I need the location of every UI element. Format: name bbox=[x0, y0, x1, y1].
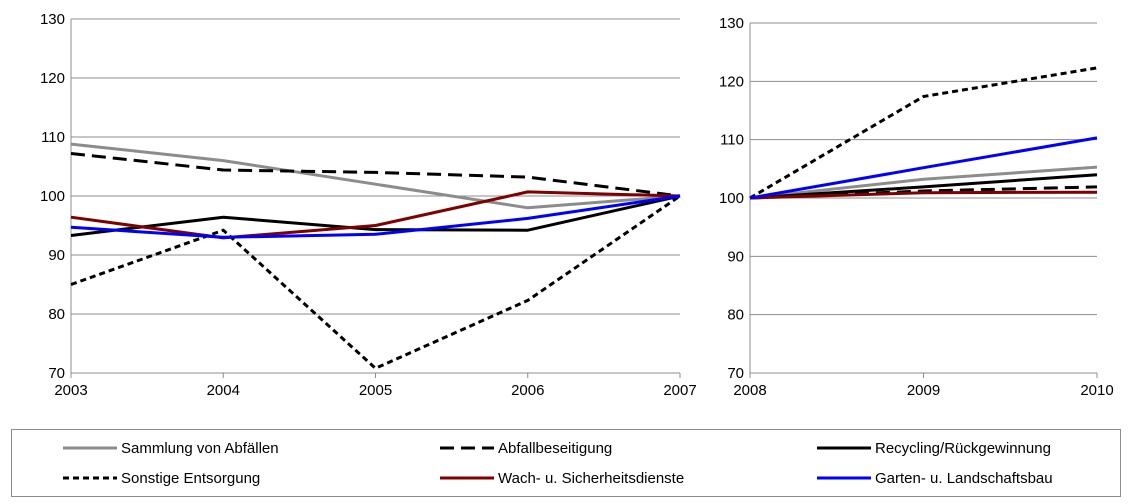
x-tick-label: 2004 bbox=[207, 382, 240, 399]
y-tick-label: 120 bbox=[719, 73, 744, 90]
legend-label-sonstige: Sonstige Entsorgung bbox=[121, 469, 261, 487]
legend-label-recycling: Recycling/Rückgewinnung bbox=[875, 439, 1051, 457]
legend-swatch-sammlung bbox=[63, 446, 117, 450]
series-line-wach-u-sicherheitsdienste bbox=[70, 190, 681, 240]
x-tick-label: 2009 bbox=[907, 382, 940, 399]
legend-item-sammlung: Sammlung von Abfällen bbox=[62, 438, 279, 458]
legend-item-sonstige: Sonstige Entsorgung bbox=[62, 468, 260, 488]
y-tick-label: 130 bbox=[719, 15, 744, 32]
y-tick-label: 70 bbox=[727, 365, 744, 382]
chart-panel-2: 70 80 90 100 110 120 130 2008 2009 2010 bbox=[719, 15, 1114, 399]
y-tick-label: 70 bbox=[48, 365, 65, 382]
x-tick-label: 2006 bbox=[511, 382, 544, 399]
series-line-abfallbeseitigung bbox=[70, 152, 681, 198]
y-tick-label: 110 bbox=[41, 129, 65, 146]
legend-swatch-sonstige bbox=[63, 476, 117, 480]
legend-item-wachdienste: Wach- u. Sicherheitsdienste bbox=[439, 468, 684, 488]
series-line-sonstige-entsorgung bbox=[749, 66, 1098, 200]
x-tick-label: 2003 bbox=[54, 382, 87, 399]
legend-label-gartenbau: Garten- u. Landschaftsbau bbox=[875, 469, 1053, 487]
x-tick-label: 2007 bbox=[663, 382, 696, 399]
series-line-garten-u-landschaftsbau bbox=[749, 136, 1098, 200]
y-tick-label: 100 bbox=[719, 190, 744, 207]
x-tick-label: 2010 bbox=[1080, 382, 1113, 399]
legend: Sammlung von Abfällen Abfallbeseitigung … bbox=[11, 429, 1121, 497]
series-line-recycling-r-ckgewinnung bbox=[70, 194, 681, 237]
chart-panel-1: 70 80 90 100 110 120 130 2003 2004 2005 2006 2007 bbox=[40, 11, 697, 399]
y-tick-label: 90 bbox=[727, 248, 744, 265]
series-line-sammlung-von-abf-llen bbox=[749, 165, 1098, 200]
x-tick-label: 2005 bbox=[359, 382, 392, 399]
legend-label-sammlung: Sammlung von Abfällen bbox=[121, 439, 279, 457]
legend-label-abfallbeseitigung: Abfallbeseitigung bbox=[498, 439, 613, 457]
y-tick-label: 100 bbox=[40, 188, 65, 205]
legend-item-recycling: Recycling/Rückgewinnung bbox=[816, 438, 1051, 458]
series-line-sonstige-entsorgung bbox=[70, 194, 681, 370]
series-line-garten-u-landschaftsbau bbox=[70, 194, 681, 239]
series-line-wach-u-sicherheitsdienste bbox=[749, 190, 1098, 200]
y-tick-label: 90 bbox=[48, 247, 65, 264]
legend-swatch-recycling bbox=[817, 446, 871, 450]
y-tick-label: 80 bbox=[48, 306, 65, 323]
legend-swatch-abfallbeseitigung bbox=[440, 446, 494, 450]
legend-swatch-wachdienste bbox=[440, 476, 494, 480]
series-line-abfallbeseitigung bbox=[749, 185, 1098, 200]
legend-item-gartenbau: Garten- u. Landschaftsbau bbox=[816, 468, 1053, 488]
y-tick-label: 80 bbox=[727, 307, 744, 324]
legend-item-abfallbeseitigung: Abfallbeseitigung bbox=[439, 438, 612, 458]
y-tick-label: 110 bbox=[720, 132, 744, 149]
y-tick-label: 120 bbox=[40, 70, 65, 87]
y-tick-label: 130 bbox=[40, 11, 65, 28]
legend-label-wachdienste: Wach- u. Sicherheitsdienste bbox=[498, 469, 685, 487]
x-tick-label: 2008 bbox=[733, 382, 766, 399]
series-line-recycling-r-ckgewinnung bbox=[749, 173, 1098, 200]
series-line-sammlung-von-abf-llen bbox=[70, 142, 681, 210]
legend-swatch-gartenbau bbox=[817, 476, 871, 480]
